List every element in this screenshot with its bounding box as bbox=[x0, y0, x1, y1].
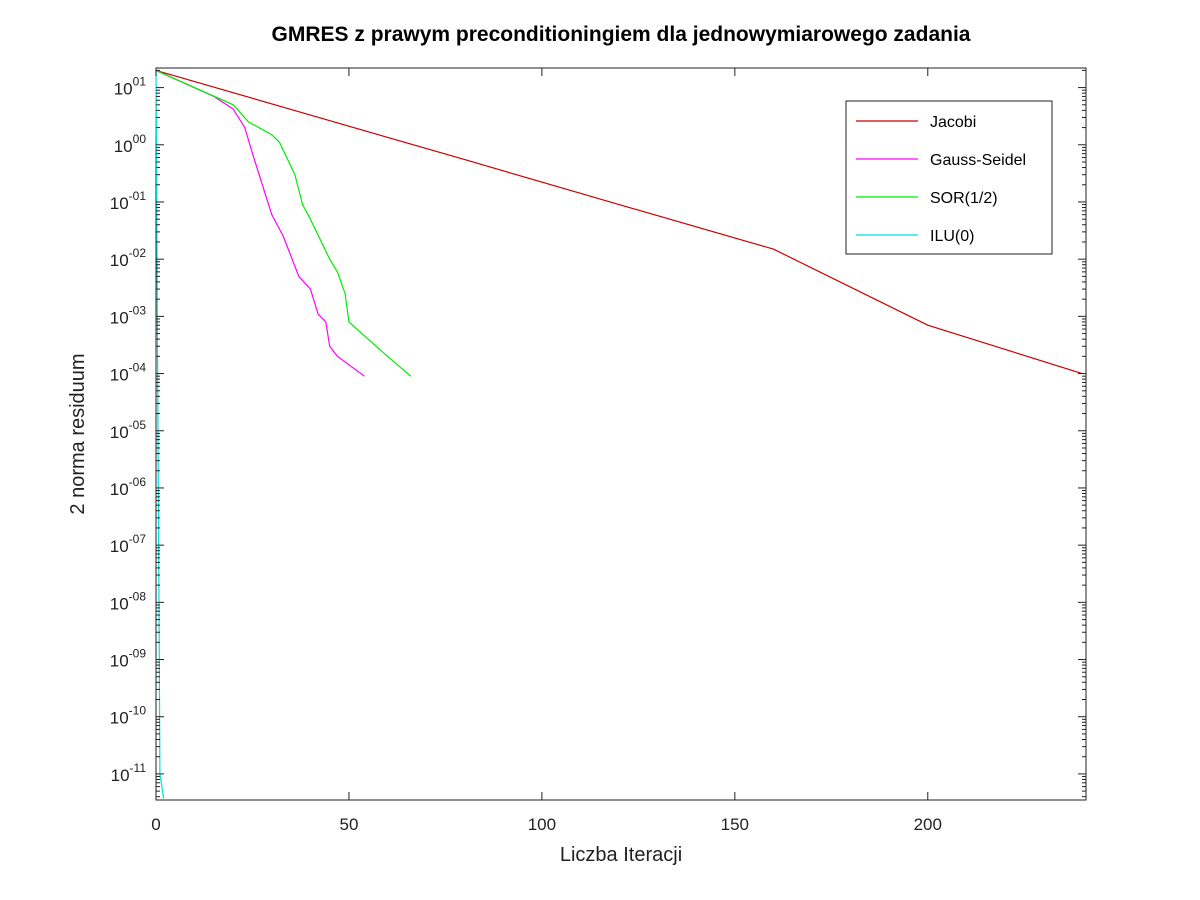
y-tick-label: 10-11 bbox=[111, 761, 147, 785]
y-tick-label: 10-05 bbox=[110, 418, 147, 442]
y-tick-label: 10-03 bbox=[110, 303, 147, 327]
x-tick-label: 200 bbox=[914, 815, 942, 834]
y-tick-label: 1000 bbox=[114, 132, 147, 156]
axes-layer: 0 50 100 150 200 1001 1000 10-01 10-02 10-03 10-04… bbox=[110, 68, 1086, 834]
legend-box bbox=[845, 100, 1053, 255]
x-tick-label: 100 bbox=[528, 815, 556, 834]
x-axis-label: Liczba Iteracji bbox=[560, 844, 682, 866]
series-line-gauss-seidel bbox=[155, 69, 365, 377]
y-tick-label: 10-09 bbox=[110, 647, 147, 671]
legend-entry-label: SOR(1/2) bbox=[930, 190, 998, 207]
y-tick-label: 10-02 bbox=[110, 246, 147, 270]
chart-title: GMRES z prawym preconditioningiem dla je… bbox=[272, 23, 971, 46]
plot-area-frame bbox=[155, 67, 1087, 801]
x-tick-label: 150 bbox=[721, 815, 749, 834]
x-tick-label: 50 bbox=[339, 815, 358, 834]
legend-entry-label: ILU(0) bbox=[930, 228, 974, 245]
y-tick-label: 10-01 bbox=[110, 189, 147, 213]
y-axis-label: 2 norma residuum bbox=[67, 353, 89, 514]
legend-entry-label: Jacobi bbox=[930, 114, 976, 131]
x-tick-label: 0 bbox=[151, 815, 160, 834]
legend: Jacobi Gauss-Seidel SOR(1/2) ILU(0) bbox=[845, 100, 1053, 255]
y-tick-label: 10-06 bbox=[110, 475, 147, 499]
series-line-sor-1-2 bbox=[155, 69, 412, 377]
legend-entry-label: Gauss-Seidel bbox=[930, 152, 1026, 169]
series-line-jacobi bbox=[155, 69, 1083, 375]
y-tick-label: 10-07 bbox=[110, 532, 147, 556]
y-tick-label: 10-04 bbox=[110, 361, 147, 385]
y-tick-label: 10-10 bbox=[110, 704, 147, 728]
y-tick-label: 1001 bbox=[114, 75, 147, 99]
y-tick-label: 10-08 bbox=[110, 589, 147, 613]
